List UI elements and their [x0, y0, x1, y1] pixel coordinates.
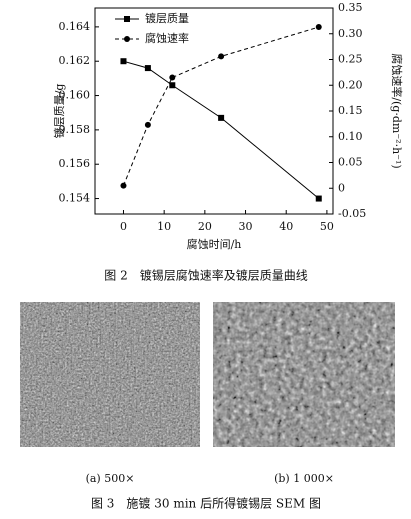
y2-tick-label: 0.30 — [338, 27, 363, 40]
x-tick-label: 0 — [120, 220, 127, 233]
data-point — [120, 58, 127, 65]
y-tick-label: 0.164 — [59, 20, 91, 33]
x-tick-label: 30 — [239, 220, 253, 233]
panel-label: (a) 500× — [86, 472, 135, 485]
y2-axis-label: 腐蚀速率/(g·dm⁻²·h⁻¹) — [390, 53, 404, 168]
y2-tick-label: 0.05 — [338, 156, 363, 169]
data-point — [144, 65, 151, 72]
y2-tick-label: -0.05 — [338, 207, 366, 220]
data-point — [218, 114, 225, 121]
series-line — [123, 26, 319, 186]
legend-marker — [124, 16, 130, 22]
y2-tick-label: 0.35 — [338, 1, 363, 14]
y2-tick-label: 0.10 — [338, 130, 363, 143]
x-tick-label: 40 — [279, 220, 293, 233]
data-point — [315, 195, 322, 202]
data-point — [169, 82, 176, 89]
y2-tick-label: 0.20 — [338, 78, 363, 91]
y-axis-label: 镀层质量/g — [52, 84, 66, 139]
x-tick-label: 10 — [157, 220, 171, 233]
figure-caption: 图 2 镀锡层腐蚀速率及镀层质量曲线 — [104, 268, 307, 283]
data-point — [315, 24, 322, 31]
panel-label: (b) 1 000× — [274, 472, 334, 485]
legend-marker — [124, 36, 130, 42]
y2-tick-label: 0.15 — [338, 104, 363, 117]
legend-label: 腐蚀速率 — [145, 31, 189, 45]
y-tick-label: 0.162 — [59, 54, 91, 67]
x-axis-label: 腐蚀时间/h — [187, 237, 242, 251]
series-line — [123, 60, 320, 199]
figure-caption: 图 3 施镀 30 min 后所得镀锡层 SEM 图 — [91, 496, 321, 511]
legend-label: 镀层质量 — [145, 11, 189, 25]
y-tick-label: 0.156 — [59, 157, 91, 170]
y2-tick-label: 0 — [338, 181, 345, 194]
data-point — [120, 182, 127, 189]
x-tick-label: 50 — [320, 220, 334, 233]
sem-texture-b — [213, 302, 395, 447]
y-tick-label: 0.154 — [59, 192, 91, 205]
data-point — [218, 53, 225, 60]
y-tick-label: 0.160 — [59, 89, 91, 102]
y-tick-label: 0.158 — [59, 123, 91, 136]
data-point — [144, 121, 151, 128]
sem-texture-a — [20, 302, 200, 447]
data-point — [169, 74, 176, 81]
x-tick-label: 20 — [198, 220, 212, 233]
y2-tick-label: 0.25 — [338, 53, 363, 66]
